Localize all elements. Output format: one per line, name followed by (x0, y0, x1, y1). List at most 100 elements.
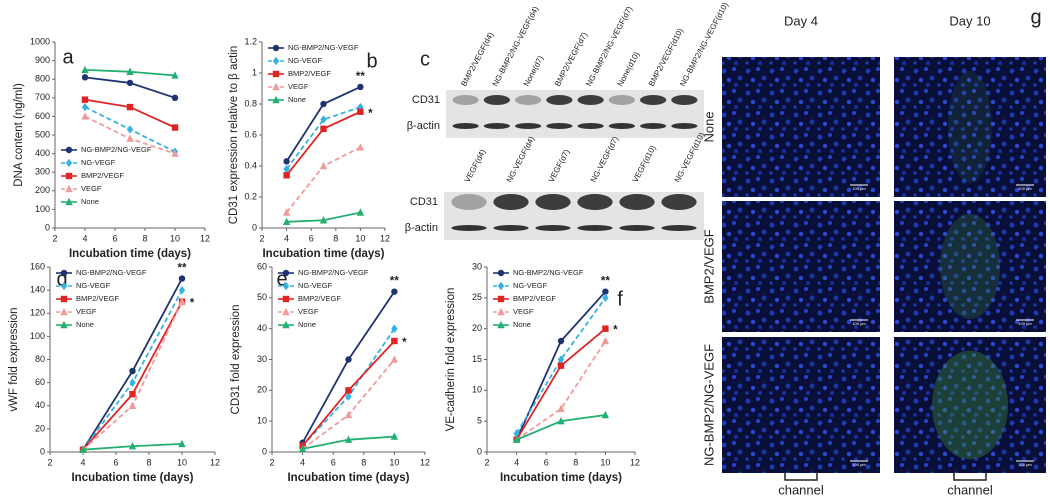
band (483, 95, 510, 105)
y-tick-label: 0 (252, 222, 257, 232)
x-tick-label: 12 (200, 233, 210, 243)
lane-label: VEGF(d4) (463, 148, 488, 184)
data-point (357, 83, 364, 91)
legend-marker (282, 295, 290, 303)
x-tick-label: 4 (300, 457, 305, 467)
data-point (126, 103, 134, 111)
x-tick-label: 4 (514, 457, 519, 467)
legend-label: BMP2/VEGF (288, 69, 331, 78)
band (640, 95, 667, 105)
data-point (126, 67, 134, 75)
y-tick-label: 0 (45, 222, 50, 232)
data-point (601, 410, 610, 419)
blot-background (444, 192, 704, 240)
band (661, 225, 697, 231)
data-point (390, 432, 399, 440)
data-point (126, 79, 134, 87)
significance: * (368, 108, 373, 120)
legend-label: None (76, 320, 94, 329)
y-tick-label: 20 (35, 423, 45, 433)
x-tick-label: 10 (600, 457, 610, 467)
x-tick-label: 12 (420, 457, 430, 467)
row-label: CD31 (412, 94, 440, 106)
data-point (390, 355, 399, 363)
panel-label: e (276, 268, 287, 290)
x-axis-label: Incubation time (days) (287, 472, 409, 484)
data-point (81, 112, 89, 120)
y-tick-label: 40 (257, 323, 267, 333)
series-line (285, 106, 361, 170)
x-tick-label: 10 (389, 457, 399, 467)
x-tick-label: 6 (113, 457, 118, 467)
legend-marker (497, 307, 505, 316)
band (608, 95, 635, 105)
y-tick-label: 120 (30, 308, 45, 318)
band (671, 95, 698, 105)
y-tick-label: 0 (477, 446, 482, 456)
x-tick-label: 4 (80, 457, 85, 467)
band (493, 194, 529, 210)
data-point (128, 401, 137, 409)
legend-marker (497, 269, 505, 277)
legend-marker (497, 320, 505, 329)
scale-label: 100 μm (1018, 462, 1032, 467)
band (493, 225, 529, 231)
panel-label: f (617, 288, 623, 310)
y-tick-label: 160 (30, 261, 45, 271)
x-tick-label: 10 (355, 233, 365, 243)
scale-label: 100 μm (852, 462, 866, 467)
legend-label: None (288, 95, 306, 104)
legend-marker (272, 95, 280, 104)
y-tick-label: 15 (472, 354, 482, 364)
data-point (344, 410, 353, 419)
significance: * (402, 337, 407, 349)
y-tick-label: 800 (35, 74, 50, 84)
legend-marker (65, 172, 73, 180)
data-point (129, 390, 136, 398)
legend-label: NG-VEGF (298, 281, 333, 290)
band (577, 225, 613, 231)
series-line (515, 297, 607, 434)
data-point (557, 404, 565, 413)
x-tick-label: 12 (630, 457, 640, 467)
panel-label: d (56, 268, 67, 290)
x-tick-label: 6 (544, 457, 549, 467)
data-point (344, 435, 353, 443)
significance: ** (356, 71, 365, 83)
data-point (345, 387, 352, 394)
channel-bracket (953, 472, 987, 481)
y-tick-label: 400 (35, 148, 50, 158)
y-tick-label: 20 (472, 323, 482, 333)
y-tick-label: 0.8 (244, 98, 257, 108)
band (452, 123, 479, 129)
y-axis-label: DNA content (ng/ml) (13, 83, 25, 187)
legend-marker (272, 82, 280, 91)
y-axis-label: CD31 fold expression (230, 305, 242, 415)
legend-label: VEGF (76, 307, 97, 316)
x-tick-label: 12 (380, 233, 390, 243)
legend-marker (282, 307, 290, 316)
band (661, 194, 697, 210)
row-label: NG-BMP2/NG-VEGF (701, 344, 716, 466)
legend-marker (65, 184, 73, 193)
y-tick-label: 700 (35, 92, 50, 102)
data-point (391, 337, 398, 345)
y-tick-label: 60 (35, 377, 45, 387)
legend-marker (60, 307, 68, 316)
y-tick-label: 100 (30, 331, 45, 341)
data-point (320, 100, 327, 108)
legend-marker (65, 146, 73, 154)
column-header: Day 4 (784, 13, 818, 28)
data-point (126, 134, 134, 142)
band (535, 194, 571, 210)
band (671, 123, 698, 129)
lane-label: NG-VEGF(d4) (505, 135, 537, 184)
y-tick-label: 200 (35, 185, 50, 195)
micrograph (722, 337, 880, 473)
legend-marker (282, 269, 290, 277)
x-axis-label: Incubation time (days) (69, 248, 191, 260)
x-tick-label: 8 (146, 457, 151, 467)
row-label: None (701, 111, 716, 142)
x-tick-label: 6 (112, 233, 117, 243)
data-point (129, 367, 136, 375)
